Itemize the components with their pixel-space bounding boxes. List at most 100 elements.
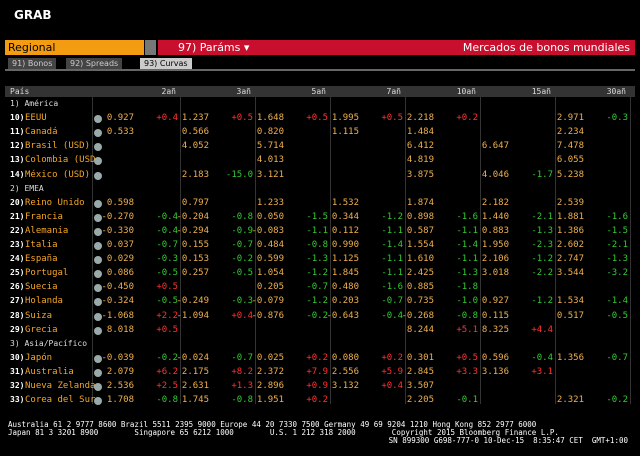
yield-change: +2.5: [156, 381, 178, 391]
yield-change: -1.1: [306, 225, 328, 236]
yield-value: 4.013: [256, 155, 284, 166]
yield-change: -1.1: [456, 254, 478, 265]
tab-underline: [5, 69, 635, 71]
yield-change: +5.1: [456, 324, 478, 335]
row-icon[interactable]: [94, 284, 102, 293]
row-number[interactable]: 29): [10, 324, 25, 334]
row-icon[interactable]: [94, 115, 102, 124]
country-name[interactable]: Australia: [25, 366, 74, 377]
row-number[interactable]: 20): [10, 197, 25, 207]
yield-value: 1.745: [181, 395, 209, 406]
row-number[interactable]: 11): [10, 127, 25, 137]
yield-value: 0.885: [406, 282, 434, 293]
country-name[interactable]: Grecia: [25, 324, 58, 335]
tab[interactable]: 92) Spreads: [66, 58, 123, 69]
yield-value: 2.182: [481, 197, 509, 208]
yield-change: -0.5: [156, 296, 178, 307]
row-number[interactable]: 23): [10, 240, 25, 249]
row-number[interactable]: 12): [10, 141, 25, 151]
country-name[interactable]: Italia: [25, 240, 58, 250]
yield-change: -1.2: [531, 296, 553, 307]
dropdown-arrow[interactable]: [145, 40, 156, 55]
row-icon[interactable]: [94, 312, 102, 321]
column-separator: [180, 86, 181, 404]
yield-change: -1.2: [306, 296, 328, 307]
row-number[interactable]: 28): [10, 310, 25, 320]
row-number[interactable]: 26): [10, 282, 25, 292]
params-menu[interactable]: 97) Paráms ▾: [178, 41, 250, 54]
column-header: 15añ: [531, 87, 551, 96]
yield-change: +0.4: [156, 113, 178, 124]
region-dropdown[interactable]: Regional: [5, 40, 144, 55]
country-name[interactable]: Alemania: [25, 225, 69, 236]
yield-value: 1.484: [406, 127, 434, 138]
row-number[interactable]: 21): [10, 211, 25, 221]
row-number[interactable]: 33): [10, 395, 25, 405]
row-number[interactable]: 24): [10, 254, 25, 264]
row-icon[interactable]: [94, 129, 102, 138]
yield-value: 1.356: [556, 352, 584, 363]
row-icon[interactable]: [94, 368, 102, 377]
yield-value: -0.294: [176, 225, 209, 236]
country-name[interactable]: Nueva Zelanda: [25, 381, 96, 391]
country-name[interactable]: EEUU: [25, 113, 47, 124]
yield-value: 0.484: [256, 240, 284, 250]
yield-change: -1.1: [381, 225, 403, 236]
yield-value: 0.480: [331, 282, 359, 293]
yield-value: 2.106: [481, 254, 509, 265]
row-number[interactable]: 30): [10, 352, 25, 362]
row-icon[interactable]: [94, 143, 102, 152]
row-number[interactable]: 13): [10, 155, 25, 165]
yield-value: 0.344: [331, 211, 359, 222]
row-icon[interactable]: [94, 256, 102, 265]
country-name[interactable]: Reino Unido: [25, 197, 85, 208]
yield-value: 3.132: [331, 381, 359, 391]
country-name[interactable]: Brasil (USD): [25, 141, 91, 152]
yield-value: -0.024: [176, 352, 209, 363]
country-name[interactable]: Suiza: [25, 310, 53, 321]
row-icon[interactable]: [94, 242, 102, 250]
row-icon[interactable]: [94, 227, 102, 236]
row-icon[interactable]: [94, 354, 102, 363]
row-icon[interactable]: [94, 383, 102, 391]
yield-value: 1.115: [331, 127, 359, 138]
yield-value: -0.330: [101, 225, 134, 236]
country-name[interactable]: Francia: [25, 211, 63, 222]
tab[interactable]: 93) Curvas: [140, 58, 192, 69]
country-name[interactable]: Canadá: [25, 127, 58, 138]
row-number[interactable]: 32): [10, 381, 25, 390]
country-name[interactable]: Holanda: [25, 296, 63, 307]
country-name[interactable]: México (USD): [25, 169, 91, 180]
yield-value: -0.204: [176, 211, 209, 222]
row-icon[interactable]: [94, 157, 102, 166]
country-name[interactable]: Portugal: [25, 268, 69, 279]
country-name[interactable]: Japón: [25, 352, 53, 363]
row-number[interactable]: 27): [10, 296, 25, 306]
function-title: Mercados de bonos mundiales: [462, 41, 630, 54]
yield-change: -0.8: [231, 395, 253, 406]
row-number[interactable]: 31): [10, 366, 25, 376]
row-icon[interactable]: [94, 326, 102, 335]
row-icon[interactable]: [94, 171, 102, 180]
row-icon[interactable]: [94, 199, 102, 208]
yield-change: -0.4: [381, 310, 403, 321]
row-icon[interactable]: [94, 397, 102, 406]
row-number[interactable]: 22): [10, 225, 25, 235]
country-name[interactable]: Colombia (USD: [25, 155, 96, 166]
row-number[interactable]: 25): [10, 268, 25, 278]
yield-value: 1.054: [256, 268, 284, 279]
row-number[interactable]: 14): [10, 169, 25, 179]
yield-value: 0.025: [256, 352, 284, 363]
yield-value: 1.648: [256, 113, 284, 124]
row-icon[interactable]: [94, 298, 102, 307]
yield-change: +4.4: [531, 324, 553, 335]
country-name[interactable]: Corea del Sur: [25, 395, 96, 406]
column-header: 3añ: [236, 87, 251, 96]
row-icon[interactable]: [94, 270, 102, 279]
yield-change: -1.2: [306, 268, 328, 279]
row-number[interactable]: 10): [10, 113, 25, 123]
country-name[interactable]: Suecia: [25, 282, 58, 293]
row-icon[interactable]: [94, 213, 102, 222]
country-name[interactable]: España: [25, 254, 58, 265]
tab[interactable]: 91) Bonos: [8, 58, 57, 69]
